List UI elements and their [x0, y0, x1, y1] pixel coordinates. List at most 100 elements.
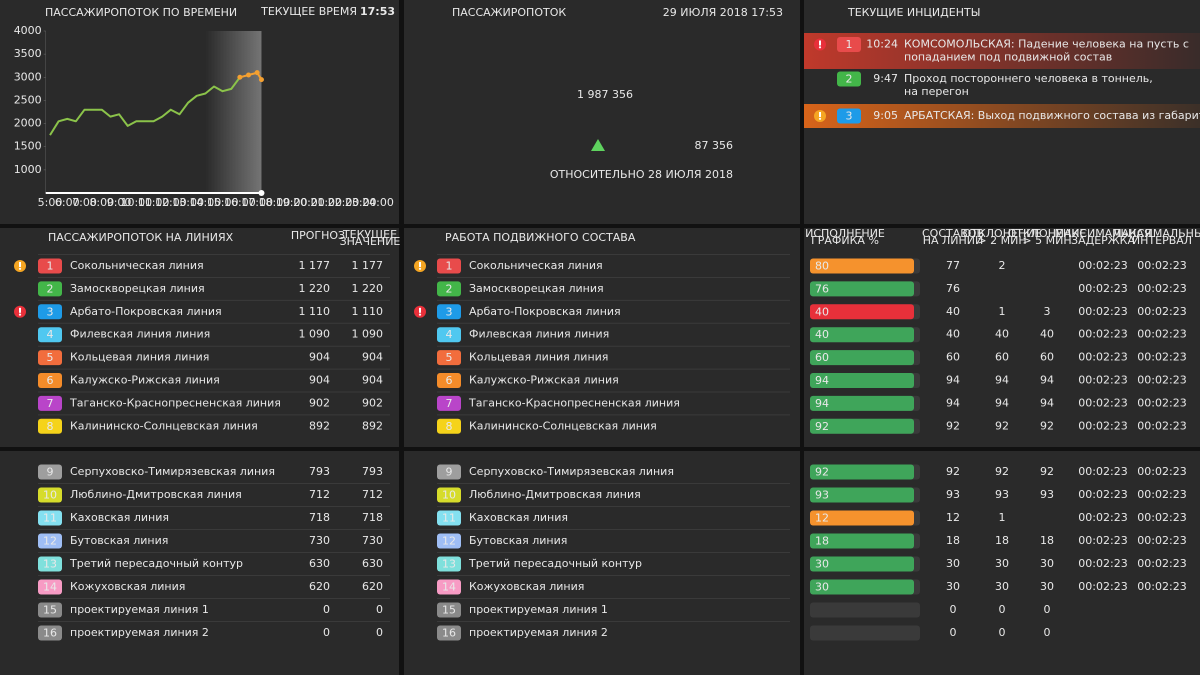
deviation-5: 93: [1040, 488, 1054, 501]
schedule-value: 18: [815, 535, 829, 548]
current: 1 110: [352, 305, 384, 318]
line-badge-number: 15: [442, 604, 456, 617]
x-tick-label: 21:00: [310, 196, 342, 209]
current: 0: [376, 603, 383, 616]
schedule-value: 76: [815, 282, 829, 295]
line-badge: [837, 37, 861, 52]
line-name: Кожуховская линия: [469, 580, 584, 593]
trains: 77: [946, 259, 960, 272]
line-badge-number: 4: [47, 328, 54, 341]
line-name: Каховская линия: [469, 511, 568, 524]
line-badge: [837, 108, 861, 124]
deviation-5: 92: [1040, 465, 1054, 478]
line-badge-number: 1: [47, 260, 54, 273]
alert-icon-dot: [418, 313, 422, 316]
line-badge: [437, 579, 461, 595]
x-tick-label: 19:00: [276, 196, 308, 209]
panel: [404, 228, 800, 447]
alert-icon-bar: [819, 112, 821, 117]
max-interval: 00:02:23: [1137, 419, 1186, 432]
deviation-5: 94: [1040, 374, 1054, 387]
forecast: 620: [309, 580, 330, 593]
current: 1 220: [352, 282, 384, 295]
schedule-value: 40: [815, 328, 829, 341]
current: 1 177: [352, 259, 384, 272]
deviation-2: 18: [995, 534, 1009, 547]
schedule-value: 12: [815, 512, 829, 525]
series-line: [239, 71, 263, 81]
alert-icon-bar: [419, 307, 421, 313]
alert-icon-bar: [419, 262, 421, 267]
schedule-value: 60: [815, 351, 829, 364]
stats-header: МАКСИМАЛЬНАЯ: [1054, 227, 1151, 240]
schedule-value: 30: [815, 581, 829, 594]
incident-text: КОМСОМОЛЬСКАЯ: Падение человека на пусть…: [904, 38, 1189, 51]
series-point: [246, 72, 252, 78]
trains: 40: [946, 305, 960, 318]
stats-header: МАКСИМАЛЬНЫЙ: [1112, 227, 1200, 240]
line-badge-number: 14: [43, 581, 57, 594]
forecast: 718: [309, 511, 330, 524]
x-tick-label: 22:00: [328, 196, 360, 209]
schedule-bar: [810, 327, 914, 343]
max-delay: 00:02:23: [1078, 282, 1127, 295]
line-badge-number: 7: [47, 397, 54, 410]
stats-header: > 5 МИН: [1022, 234, 1071, 247]
line-name: Филевская линия линия: [469, 328, 609, 341]
schedule-value: 80: [815, 260, 829, 273]
schedule-bar: [810, 533, 914, 549]
y-tick-label: 3500: [14, 47, 42, 60]
incident-time: 9:47: [873, 72, 898, 85]
current: 1 090: [352, 328, 384, 341]
x-tick-label: 17:00: [241, 196, 273, 209]
series-point: [237, 74, 243, 80]
line-badge-number: 3: [47, 305, 54, 318]
line-badge: [38, 487, 62, 503]
schedule-value: 93: [815, 489, 829, 502]
max-delay: 00:02:23: [1078, 580, 1127, 593]
schedule-bar: [810, 258, 914, 274]
max-interval: 00:02:23: [1137, 534, 1186, 547]
line-badge: [38, 625, 62, 641]
deviation-2: 94: [995, 396, 1009, 409]
forecast: 730: [309, 534, 330, 547]
deviation-5: 3: [1044, 305, 1051, 318]
alert-icon-dot: [418, 267, 422, 270]
line-name: Калининско-Солнцевская линия: [469, 419, 657, 432]
stats-header: ИСПОЛНЕНИЕ: [805, 227, 885, 240]
incident-text: Проход постороннего человека в тоннель,: [904, 72, 1153, 85]
current: 620: [362, 580, 383, 593]
line-badge: [38, 350, 62, 366]
current: 892: [362, 419, 383, 432]
schedule-value: 94: [815, 374, 829, 387]
max-delay: 00:02:23: [1078, 465, 1127, 478]
forecast: 1 090: [299, 328, 331, 341]
deviation-5: 0: [1044, 626, 1051, 639]
forecast: 0: [323, 603, 330, 616]
line-name: проектируемая линия 1: [469, 603, 608, 616]
line-name: Серпуховско-Тимирязевская линия: [70, 465, 275, 478]
line-badge: [38, 327, 62, 343]
schedule-value: 92: [815, 420, 829, 433]
schedule-bar: [810, 510, 914, 526]
line-badge: [437, 487, 461, 503]
line-badge-number: 16: [442, 627, 456, 640]
line-badge-number: 6: [446, 374, 453, 387]
delta-arrow: [591, 139, 605, 151]
line-badge-number: 13: [43, 558, 57, 571]
line-badge: [38, 281, 62, 297]
line-badge-number: 5: [446, 351, 453, 364]
deviation-2: 92: [995, 465, 1009, 478]
line-name: Кожуховская линия: [70, 580, 185, 593]
stats-header: > 2 МИН: [977, 234, 1026, 247]
max-delay: 00:02:23: [1078, 534, 1127, 547]
incident-time: 10:24: [866, 38, 898, 51]
line-name: Третий пересадочный контур: [468, 557, 642, 570]
deviation-2: 94: [995, 374, 1009, 387]
line-badge-number: 11: [43, 512, 57, 525]
max-delay: 00:02:23: [1078, 351, 1127, 364]
line-badge-number: 14: [442, 581, 456, 594]
max-interval: 00:02:23: [1137, 282, 1186, 295]
max-delay: 00:02:23: [1078, 511, 1127, 524]
schedule-bar: [810, 579, 914, 595]
